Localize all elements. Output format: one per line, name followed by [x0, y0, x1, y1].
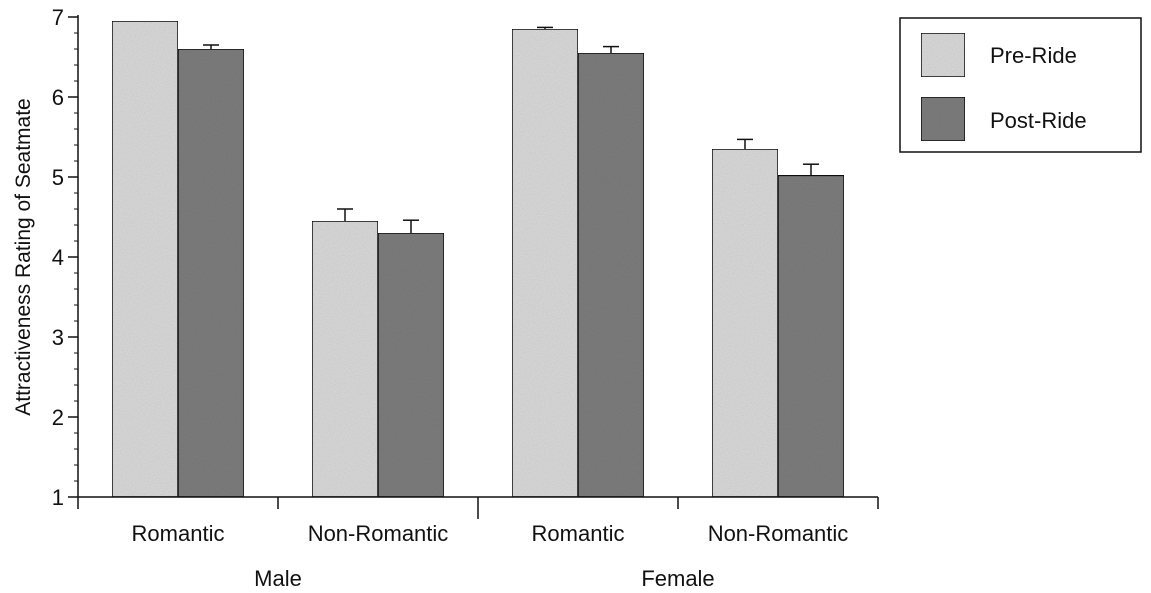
- legend-swatch-pre-ride: [920, 32, 966, 78]
- bar: [577, 52, 645, 498]
- y-tick-label: 1: [52, 485, 64, 510]
- x-group-label: Male: [254, 566, 302, 591]
- x-group-label: Female: [641, 566, 714, 591]
- bar: [777, 174, 845, 498]
- bar: [311, 220, 379, 498]
- legend-swatch-post-ride: [920, 96, 966, 142]
- y-tick-label: 2: [52, 405, 64, 430]
- legend: Pre-Ride Post-Ride: [899, 17, 1142, 153]
- y-tick-label: 5: [52, 165, 64, 190]
- bar: [377, 232, 445, 498]
- plot-area: 1 2 3 4 5 6 7 Romantic Non-Romantic Romantic Non-R…: [52, 5, 879, 591]
- y-tick-label: 4: [52, 245, 64, 270]
- bar: [511, 28, 579, 498]
- legend-label-post-ride: Post-Ride: [990, 108, 1087, 133]
- bar: [177, 48, 245, 498]
- x-category-label: Non-Romantic: [708, 521, 849, 546]
- y-tick-label: 6: [52, 85, 64, 110]
- y-tick-label: 3: [52, 325, 64, 350]
- bar: [711, 148, 779, 498]
- y-tick-label: 7: [52, 5, 64, 30]
- legend-label-pre-ride: Pre-Ride: [990, 43, 1077, 68]
- x-category-label: Romantic: [132, 521, 225, 546]
- x-category-label: Non-Romantic: [308, 521, 449, 546]
- bar: [111, 20, 179, 498]
- y-axis-label: Attractiveness Rating of Seatmate: [12, 98, 35, 416]
- x-category-label: Romantic: [532, 521, 625, 546]
